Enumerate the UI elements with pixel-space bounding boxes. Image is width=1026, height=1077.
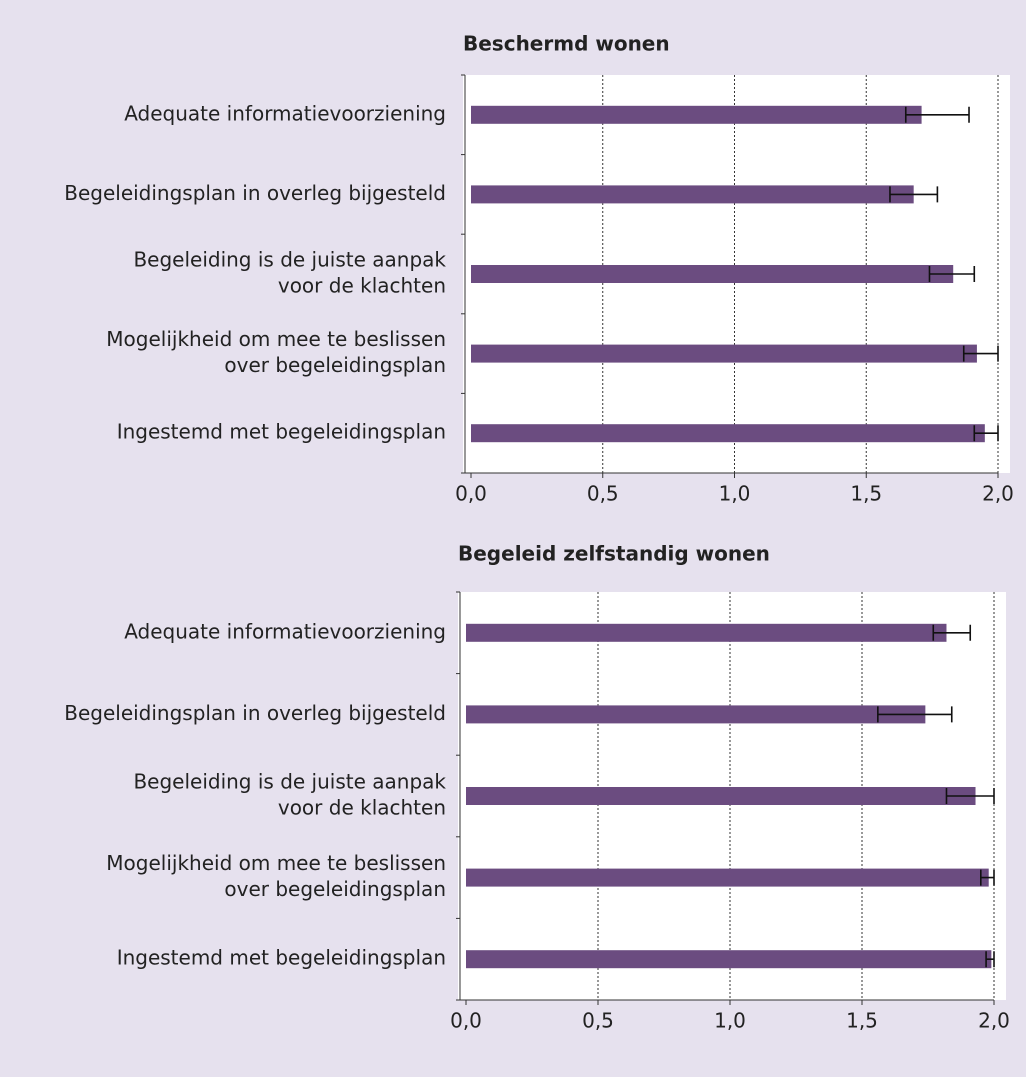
bar [466,868,989,887]
error-bar [985,951,995,968]
chart-title: Beschermd wonen [463,32,670,56]
y-tick-label: voor de klachten [278,796,446,820]
y-tick-label: over begeleidingsplan [224,353,446,377]
y-tick-label: Adequate informatievoorziening [124,619,446,643]
y-tick-label: over begeleidingsplan [224,877,446,901]
x-tick-label: 1,0 [719,482,751,506]
y-tick-label: Ingestemd met begeleidingsplan [117,420,446,444]
bar [466,623,947,642]
error-bar [889,186,939,203]
chart-title: Begeleid zelfstandig wonen [458,542,770,566]
y-tick-label: voor de klachten [278,274,446,298]
x-tick-label: 0,5 [582,1009,614,1033]
bar [471,424,985,443]
bar [466,950,992,969]
y-tick-label: Adequate informatievoorziening [124,101,446,125]
y-tick-label: Begeleidingsplan in overleg bijgesteld [64,181,446,205]
bar [471,265,954,283]
x-tick-label: 2,0 [982,482,1014,506]
x-tick-label: 0,0 [455,482,487,506]
error-bar [932,624,972,641]
bar [471,105,922,124]
x-tick-label: 1,5 [846,1009,878,1033]
x-tick-label: 0,0 [450,1009,482,1033]
error-bar [928,266,976,282]
x-tick-label: 1,5 [850,482,882,506]
error-bar [877,706,953,723]
bar [471,185,914,204]
y-tick-label: Ingestemd met begeleidingsplan [117,946,446,970]
error-bar [945,788,995,804]
x-tick-label: 0,5 [587,482,619,506]
error-bar [904,106,970,123]
x-tick-label: 1,0 [714,1009,746,1033]
x-tick-label: 2,0 [978,1009,1010,1033]
bar [471,344,977,363]
y-tick-label: Mogelijkheid om mee te beslissen [106,327,446,351]
y-tick-label: Begeleiding is de juiste aanpak [133,248,446,272]
y-tick-label: Begeleiding is de juiste aanpak [133,770,446,794]
y-tick-label: Begeleidingsplan in overleg bijgesteld [64,701,446,725]
bar [466,705,926,724]
bar [466,787,976,805]
error-bar [973,425,999,442]
y-tick-label: Mogelijkheid om mee te beslissen [106,851,446,875]
error-bar [962,345,999,362]
error-bar [980,869,995,886]
